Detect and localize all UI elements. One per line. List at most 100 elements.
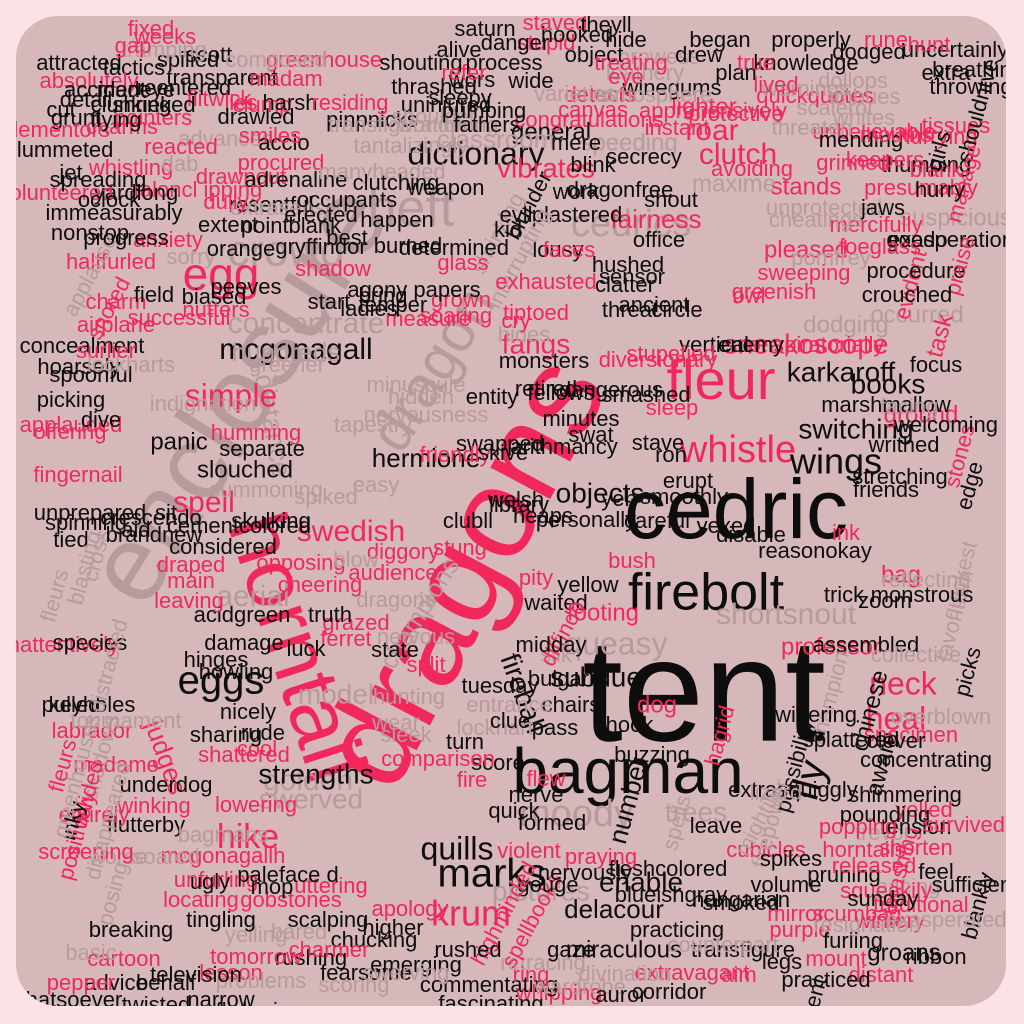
word-competition: competition	[138, 1002, 251, 1006]
word-jet: jet	[58, 160, 82, 185]
word-stave: stave	[632, 430, 685, 455]
word-true: true	[737, 50, 775, 75]
word-unfurling: unfurling	[174, 867, 258, 892]
word-yelled: yelled	[895, 797, 952, 822]
word-general: general	[511, 118, 591, 145]
word-whatsoever: whatsoever	[16, 987, 122, 1006]
word-pomfrey: pomfrey	[791, 245, 870, 270]
word-divination: divination	[579, 961, 672, 986]
word-quick: quick	[488, 798, 540, 823]
word-extra: extra	[922, 60, 972, 85]
word-slouched: slouched	[197, 456, 293, 483]
word-mop: mop	[251, 874, 294, 899]
word-heft: heft	[368, 180, 455, 238]
word-extent: extent	[198, 212, 258, 237]
word-charms: charms	[86, 114, 158, 139]
word-clatter: clatter	[595, 272, 655, 297]
word-minuscule: minuscule	[366, 372, 465, 397]
word-marshmallow: marshmallow	[821, 392, 951, 417]
word-residing: residing	[311, 90, 388, 115]
word-tied: tied	[53, 527, 88, 552]
word-bulgaria: bulgaria	[528, 666, 607, 691]
word-minutes: minutes	[542, 406, 619, 431]
word-hushed: hushed	[592, 252, 664, 277]
word-nicely: nicely	[220, 699, 276, 724]
word-model: model	[298, 678, 374, 709]
word-easy: easy	[353, 472, 399, 497]
word-arithmancy: arithmancy	[510, 434, 618, 459]
word-resignation: resignation	[813, 912, 921, 937]
word-nervously: nervously	[538, 860, 632, 885]
word-popping: popping	[819, 814, 897, 839]
word-trevor: trevor	[855, 820, 911, 845]
word-flew: flew	[526, 766, 565, 791]
word-temper: temper	[359, 292, 427, 317]
word-object: object	[565, 42, 624, 67]
word-procedure: procedure	[866, 258, 965, 283]
word-glass: glass	[437, 250, 488, 275]
word-uttering: uttering	[294, 873, 367, 898]
word-picking: picking	[37, 387, 105, 412]
word-leathery: leathery	[606, 60, 684, 85]
word-goodo: goodo	[886, 227, 947, 252]
word-lousy: lousy	[532, 237, 583, 262]
word-diversionary: diversionary	[599, 347, 718, 372]
word-gouge: gouge	[517, 872, 578, 897]
word-quickquotes: quickquotes	[756, 83, 873, 108]
word-surlier: surlier	[76, 338, 136, 363]
word-split: split	[406, 652, 445, 677]
word-clump: clump	[233, 92, 292, 117]
word-occurred: occurred	[870, 301, 963, 328]
word-mere: mere	[551, 130, 601, 155]
word-hidden: hidden	[388, 384, 454, 409]
word-concentrate: concentrate	[228, 307, 385, 340]
word-gryffindor: gryffindor	[275, 234, 366, 259]
word-apprehensively: apprehensively	[639, 98, 787, 123]
word-formed: formed	[518, 810, 586, 835]
word-aid: aid	[121, 517, 150, 542]
word-cedric: cedric	[624, 462, 848, 556]
word-screening: screening	[38, 839, 133, 864]
word-vibrates: vibrates	[497, 152, 595, 183]
word-disable: disable	[716, 522, 786, 547]
word-careful: careful	[624, 508, 690, 533]
word-personally: personally	[536, 507, 636, 532]
word-concentrating: concentrating	[860, 747, 992, 772]
word-owl: owl	[732, 283, 765, 308]
word-flitwick: flitwick	[187, 86, 253, 111]
word-collective: collective	[871, 642, 961, 667]
word-shorten: shorten	[879, 835, 952, 860]
word-refer: refer	[441, 60, 486, 85]
word-successful: successful	[128, 305, 231, 330]
word-progress: progress	[83, 225, 169, 250]
word-hides: hides	[498, 322, 551, 347]
word-welcoming: welcoming	[893, 412, 998, 437]
word-mount: mount	[805, 946, 866, 971]
word-ancient: ancient	[619, 292, 690, 317]
word-purple: purple	[769, 917, 830, 942]
word-threaten: threaten	[772, 115, 853, 140]
word-hundreds: hundreds	[232, 337, 340, 367]
word-instant: instant	[645, 115, 710, 140]
word-swat: swat	[568, 422, 613, 447]
word-saturn: saturn	[454, 16, 515, 41]
word-fearsome: fearsome	[320, 960, 412, 985]
word-detects: detects	[565, 82, 636, 107]
word-survived: survived	[923, 812, 1005, 837]
word-tuesday: tuesday	[461, 673, 538, 698]
word-smoothly: smoothly	[640, 484, 728, 509]
word-cool: cool	[237, 736, 277, 761]
word-scoring: scoring	[319, 972, 390, 997]
word-fire: fire	[457, 767, 488, 792]
word-humming: humming	[211, 420, 301, 445]
word-mercifully: mercifully	[830, 212, 923, 237]
word-hide: hide	[605, 27, 647, 52]
word-resentful: resentful	[229, 192, 313, 217]
word-extrasensitive: extrasensitive	[230, 195, 365, 220]
word-monsters: monsters	[499, 348, 589, 373]
word-vexed: vexed	[697, 513, 756, 538]
word-books: books	[851, 368, 926, 399]
word-krum: krum	[431, 893, 511, 934]
word-cedrics: cedrics	[571, 203, 691, 245]
word-breathing: breathing	[932, 57, 1006, 82]
